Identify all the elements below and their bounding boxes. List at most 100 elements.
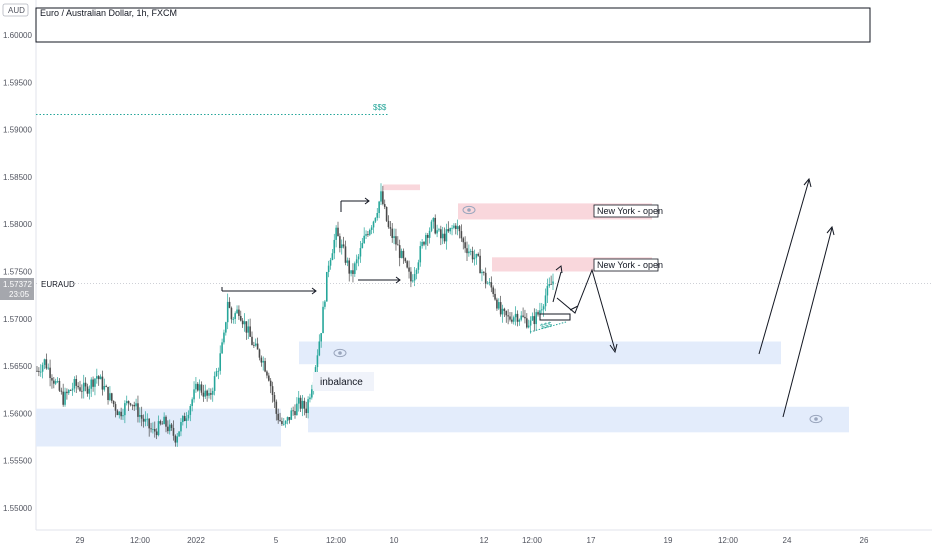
projection-zigzag[interactable]: [552, 265, 618, 354]
imbalance-label: inbalance: [320, 377, 363, 388]
candle-body: [440, 229, 442, 239]
candle-body: [79, 387, 81, 391]
bos-arrow-1[interactable]: [221, 287, 317, 295]
candle-body: [501, 308, 504, 315]
imbalance-label-box[interactable]: [313, 372, 374, 391]
candle-body: [124, 403, 126, 416]
candle-body: [129, 403, 132, 405]
candle-body: [43, 359, 46, 365]
candle-body: [47, 367, 50, 369]
candle-body: [41, 364, 44, 372]
candle-body: [477, 253, 480, 256]
candle-body: [527, 325, 530, 328]
candle-body: [438, 229, 440, 231]
candle-body: [114, 404, 117, 411]
candle-body: [193, 389, 195, 400]
candle-body: [196, 383, 199, 391]
candle-body: [75, 378, 78, 386]
eye-icon[interactable]: [462, 205, 476, 215]
candle-body: [56, 380, 59, 382]
candle-body: [514, 313, 517, 318]
candle-body: [408, 267, 410, 272]
supply-zone[interactable]: [383, 184, 420, 191]
candle-body: [303, 400, 306, 409]
candle-body: [230, 307, 233, 320]
candle-body: [168, 424, 171, 432]
candle-body: [352, 270, 354, 274]
candle-body: [483, 271, 485, 273]
candle-body: [204, 390, 207, 397]
candle-body: [125, 401, 128, 404]
candle-body: [494, 293, 496, 300]
candle-body: [238, 309, 240, 316]
candle-body: [320, 333, 322, 342]
candle-body: [170, 424, 173, 428]
candle-body: [423, 241, 425, 245]
candle-body: [511, 319, 513, 322]
candles-layer: [36, 183, 554, 447]
projection-up-arrow-2[interactable]: [782, 225, 835, 418]
candle-body: [219, 353, 222, 371]
candle-body: [365, 234, 367, 236]
consolidation-box[interactable]: [539, 313, 571, 321]
candle-body: [249, 326, 251, 337]
bos-arrow-2[interactable]: [340, 197, 370, 212]
y-tick-label: 1.56500: [3, 362, 32, 371]
candle-body: [198, 384, 201, 391]
bos-arrow-3[interactable]: [358, 276, 401, 284]
candle-body: [540, 309, 543, 311]
candle-body: [64, 391, 66, 405]
candle-body: [488, 282, 491, 284]
candle-body: [191, 399, 193, 406]
candle-body: [535, 312, 537, 325]
time-axis[interactable]: 29 12:00 2022 5 12:00 10 12 12:00 17 19 12:00 24 26: [76, 536, 869, 545]
candle-body: [189, 405, 192, 415]
liquidity-bottom-label: $$$: [540, 321, 553, 331]
candle-body: [135, 403, 137, 407]
candle-body: [146, 418, 149, 420]
candle-body: [185, 418, 188, 422]
eye-icon[interactable]: [333, 348, 347, 358]
candle-body: [354, 263, 356, 274]
currency-badge-box[interactable]: [2, 3, 29, 17]
candle-body: [475, 253, 478, 258]
ny-open-1-box[interactable]: [593, 204, 659, 218]
candle-body: [77, 385, 79, 388]
symbol-tag-box: [38, 278, 71, 289]
candle-body: [150, 428, 152, 430]
ny-open-1-label: New York - open: [597, 206, 663, 216]
candle-body: [335, 227, 337, 240]
demand-zone[interactable]: [308, 406, 849, 433]
demand-zone[interactable]: [299, 341, 781, 365]
y-tick-label: 1.57500: [3, 268, 32, 277]
candle-body: [215, 371, 218, 377]
candle-body: [133, 404, 136, 407]
candle-body: [269, 380, 272, 387]
candle-body: [397, 244, 399, 246]
candle-body: [542, 306, 545, 310]
candle-body: [174, 435, 177, 443]
liquidity-bottom-line: [529, 321, 567, 333]
x-tick-label: 12:00: [718, 536, 739, 545]
ny-open-2-box[interactable]: [593, 258, 659, 272]
candle-body: [109, 393, 111, 401]
header-rectangle[interactable]: [35, 7, 871, 43]
projection-up-arrow-1[interactable]: [758, 177, 812, 355]
candle-body: [153, 429, 156, 432]
candle-body: [376, 213, 379, 218]
candle-body: [92, 379, 94, 387]
eye-icon[interactable]: [809, 414, 823, 424]
candle-body: [400, 250, 403, 258]
candle-body: [393, 236, 395, 238]
candle-body: [402, 250, 405, 259]
candle-body: [101, 376, 104, 390]
candle-body: [497, 302, 500, 309]
candle-body: [436, 230, 438, 234]
candle-body: [122, 415, 124, 417]
candle-body: [325, 271, 328, 302]
price-axis[interactable]: 1.60000 1.59500 1.59000 1.58500 1.58000 1.575…: [3, 31, 32, 513]
candle-body: [69, 390, 72, 391]
candle-body: [309, 397, 311, 400]
candle-body: [253, 344, 255, 346]
